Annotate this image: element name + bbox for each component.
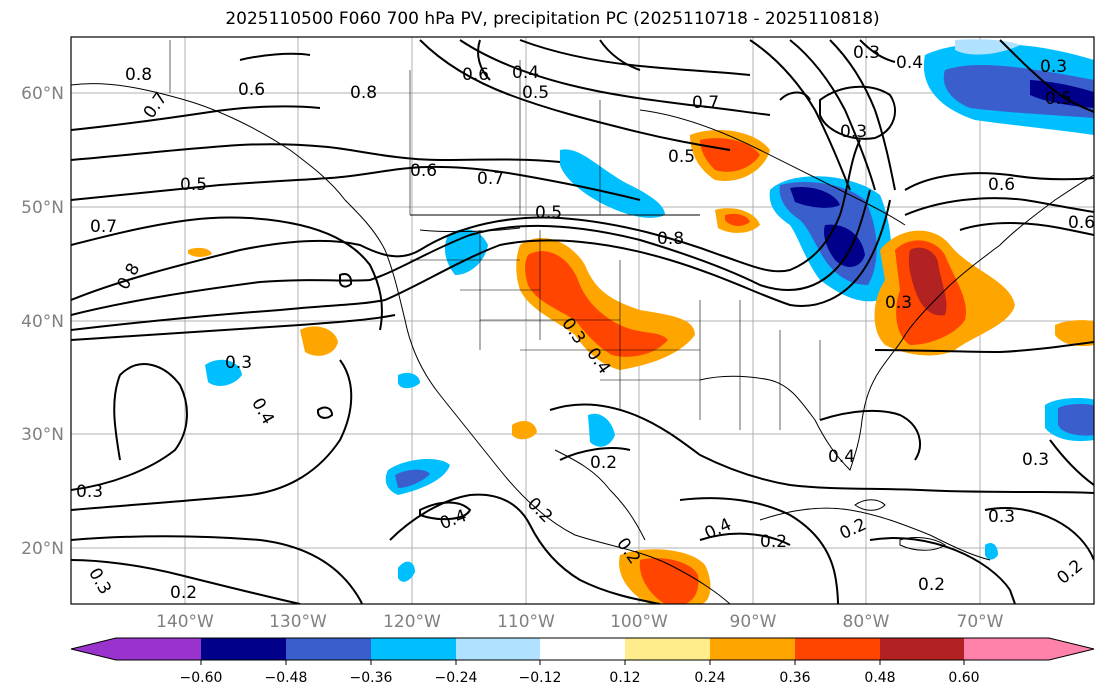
colorbar-segment xyxy=(710,638,795,660)
lat-tick-label: 60°N xyxy=(21,84,64,104)
map-title: 2025110500 F060 700 hPa PV, precipitatio… xyxy=(225,9,880,29)
contour-label: 0.4 xyxy=(512,63,539,83)
colorbar-tick-label: −0.24 xyxy=(435,670,478,686)
contour-label: 0.3 xyxy=(885,293,912,313)
contour-label: 0.7 xyxy=(477,169,504,189)
colorbar-tick-label: 0.48 xyxy=(864,670,895,686)
colorbar-segment xyxy=(1049,638,1094,660)
contour-label: 0.3 xyxy=(225,353,252,373)
lat-tick-label: 40°N xyxy=(21,312,64,332)
lat-tick-label: 50°N xyxy=(21,198,64,218)
contour-label: 0.6 xyxy=(410,161,437,181)
contour-label: 0.8 xyxy=(125,65,152,85)
lat-tick-label: 20°N xyxy=(21,539,64,559)
lon-axis: 140°W 130°W 120°W 110°W 100°W 90°W 80°W … xyxy=(156,612,1004,632)
lon-tick-label: 130°W xyxy=(269,612,327,632)
lat-tick-label: 30°N xyxy=(21,425,64,445)
lon-tick-label: 100°W xyxy=(610,612,668,632)
contour-label: 0.3 xyxy=(988,507,1015,527)
contour-label: 0.2 xyxy=(170,583,197,603)
coastlines xyxy=(71,83,1094,604)
contour-label: 0.3 xyxy=(76,482,103,502)
colorbar-segment xyxy=(286,638,371,660)
lon-tick-label: 90°W xyxy=(730,612,777,632)
contour-label: 0.3 xyxy=(840,122,867,142)
colorbar: −0.60 −0.48 −0.36 −0.24 −0.12 0.12 0.24 … xyxy=(70,637,1095,686)
contour-label: 0.3 xyxy=(853,43,880,63)
contour-label: 0.6 xyxy=(462,65,489,85)
contour-label: 0.5 xyxy=(668,147,695,167)
colorbar-outline xyxy=(70,637,1095,661)
contour-label: 0.8 xyxy=(657,229,684,249)
colorbar-tick-label: 0.24 xyxy=(694,670,725,686)
colorbar-tick-label: −0.48 xyxy=(265,670,308,686)
colorbar-segment xyxy=(71,638,116,660)
colorbar-tick-label: −0.12 xyxy=(519,670,562,686)
colorbar-segment xyxy=(540,638,625,660)
contour-label: 0.5 xyxy=(522,83,549,103)
colorbar-segment xyxy=(625,638,710,660)
contour-label: 0.2 xyxy=(918,575,945,595)
contour-label: 0.4 xyxy=(828,447,855,467)
contour-label: 0.3 xyxy=(1040,57,1067,77)
contour-label: 0.6 xyxy=(988,175,1015,195)
contour-label: 0.5 xyxy=(535,203,562,223)
lat-axis: 60°N 50°N 40°N 30°N 20°N xyxy=(21,84,64,559)
colorbar-tick-label: 0.60 xyxy=(948,670,979,686)
pv-contours xyxy=(71,39,1094,604)
lon-tick-label: 80°W xyxy=(843,612,890,632)
contour-label: 0.2 xyxy=(760,532,787,552)
colorbar-tick-label: −0.60 xyxy=(180,670,223,686)
lon-tick-label: 140°W xyxy=(156,612,214,632)
contour-label: 0.6 xyxy=(1068,213,1095,233)
colorbar-segment xyxy=(880,638,964,660)
colorbar-tick-label: −0.36 xyxy=(350,670,393,686)
colorbar-segment xyxy=(456,638,540,660)
contour-label: 0.7 xyxy=(90,217,117,237)
colorbar-tick-label: 0.12 xyxy=(609,670,640,686)
lon-tick-label: 70°W xyxy=(957,612,1004,632)
contour-label: 0.6 xyxy=(238,80,265,100)
contour-label: 0.4 xyxy=(896,53,923,73)
contour-label: 0.2 xyxy=(590,453,617,473)
colorbar-segment xyxy=(201,638,286,660)
colorbar-segment xyxy=(371,638,456,660)
lon-tick-label: 110°W xyxy=(497,612,555,632)
contour-label: 0.8 xyxy=(350,83,377,103)
colorbar-segment xyxy=(116,638,201,660)
colorbar-tick-label: 0.36 xyxy=(779,670,810,686)
colorbar-segment xyxy=(964,638,1049,660)
contour-label: 0.3 xyxy=(1022,450,1049,470)
contour-label: 0.5 xyxy=(1045,89,1072,109)
map-border xyxy=(70,36,1095,605)
lon-tick-label: 120°W xyxy=(383,612,441,632)
colorbar-segment xyxy=(795,638,880,660)
contour-label: 0.5 xyxy=(180,175,207,195)
contour-label: 0.7 xyxy=(692,93,719,113)
